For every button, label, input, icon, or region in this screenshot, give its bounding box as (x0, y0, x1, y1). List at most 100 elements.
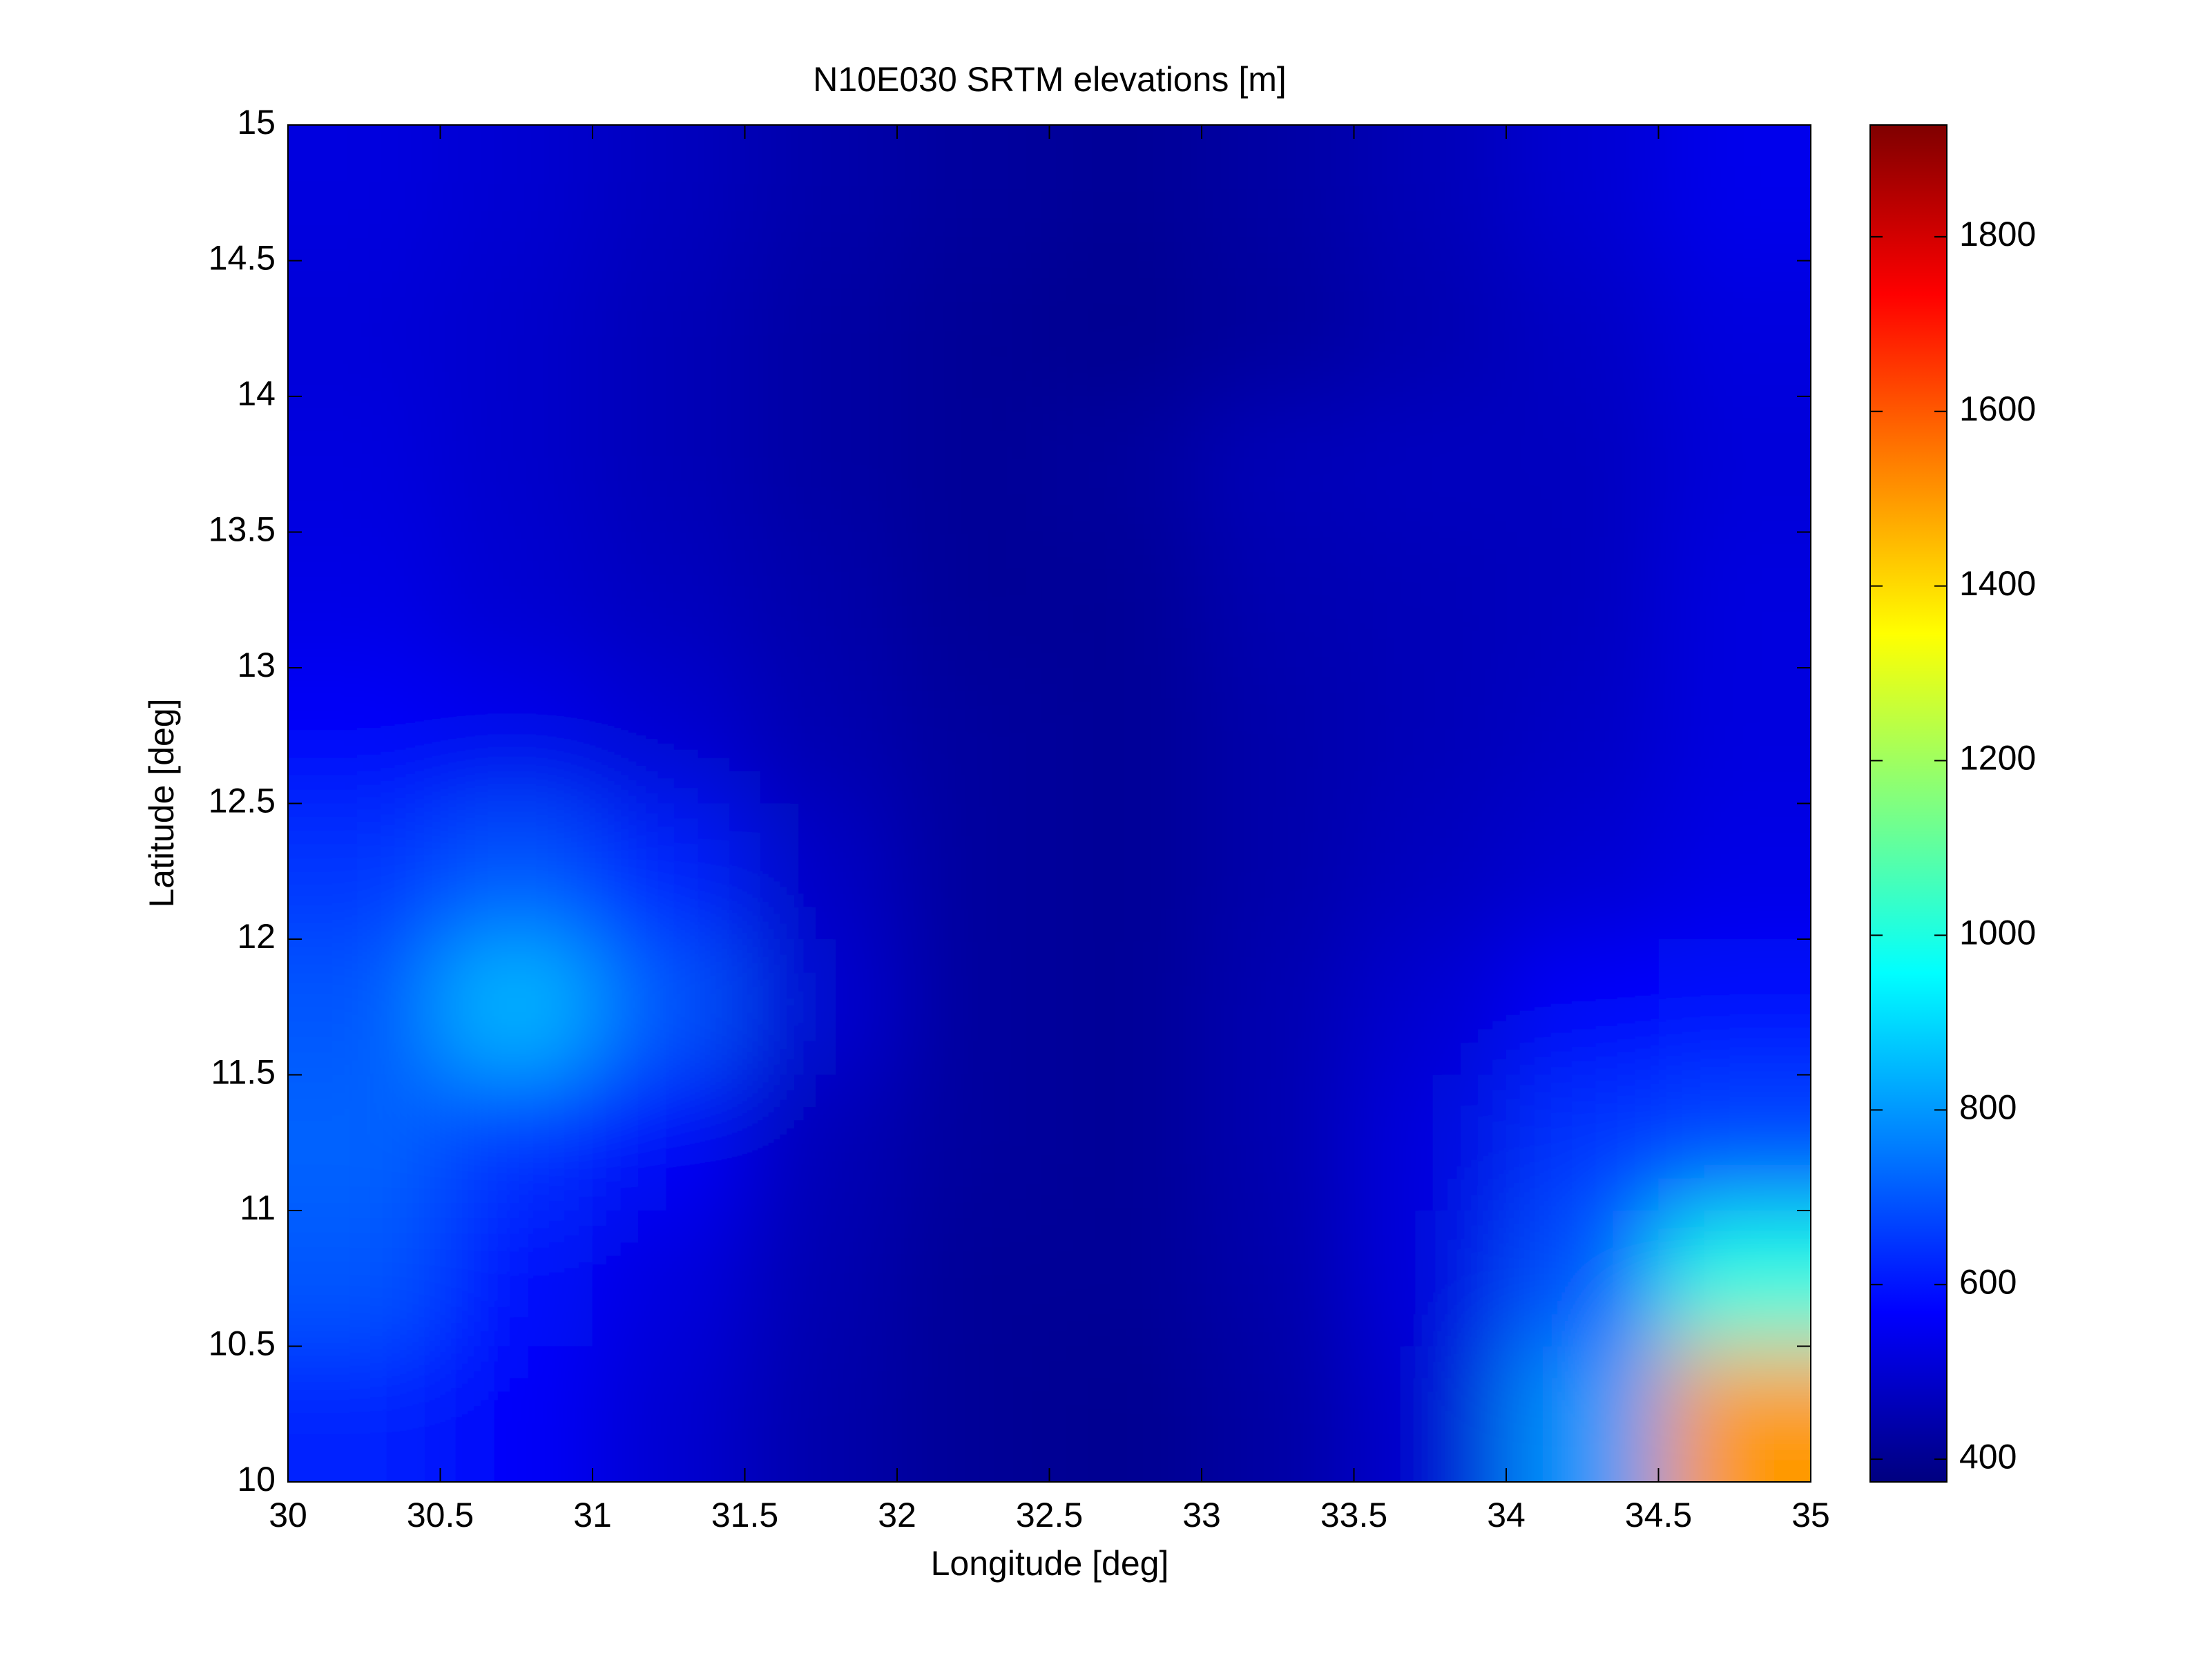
heatmap-cell (440, 803, 593, 940)
heatmap-cell (288, 260, 441, 397)
heatmap-cell (744, 260, 898, 397)
heatmap-cell (1049, 939, 1202, 1076)
colorbar-tick-label: 1600 (1959, 389, 2036, 428)
heatmap-cell (1202, 125, 1355, 262)
heatmap-cell (1658, 396, 1811, 533)
y-tick-label: 14 (237, 374, 276, 413)
heatmap-cell (1658, 939, 1811, 1076)
heatmap-cell (1506, 532, 1660, 668)
heatmap-cell (1049, 1211, 1202, 1347)
colorbar-tick-label: 1000 (1959, 914, 2036, 952)
heatmap-cell (1354, 260, 1507, 397)
heatmap-cell (1049, 803, 1202, 940)
heatmap-cell (744, 396, 898, 533)
heatmap-cell (593, 396, 746, 533)
heatmap-cell (1202, 668, 1355, 804)
heatmap-cell (1202, 396, 1355, 533)
heatmap-cell (897, 532, 1050, 668)
y-tick-label: 12 (237, 917, 276, 956)
heatmap-cell (288, 532, 441, 668)
heatmap-cell (744, 668, 898, 804)
heatmap-cell (440, 1074, 593, 1211)
heatmap-cell (440, 668, 593, 804)
heatmap-cell (593, 803, 746, 940)
y-tick-label: 13 (237, 646, 276, 684)
x-tick-label: 35 (1791, 1496, 1830, 1534)
y-tick-label: 11.5 (211, 1053, 276, 1092)
heatmap-cell (1049, 532, 1202, 668)
heatmap-cell (1202, 1211, 1355, 1347)
heatmap-cell (1049, 260, 1202, 397)
heatmap-cell (1506, 939, 1660, 1076)
heatmap-cell (897, 1346, 1050, 1482)
heatmap-cell (1202, 260, 1355, 397)
heatmap-cell (288, 1074, 441, 1211)
heatmap-cell (1506, 668, 1660, 804)
y-tick-label: 10 (237, 1460, 276, 1498)
heatmap-cell (897, 1074, 1050, 1211)
heatmap-cell (1049, 1074, 1202, 1211)
heatmap-cell (744, 532, 898, 668)
plot-area (288, 125, 1811, 1482)
x-tick-label: 33 (1182, 1496, 1221, 1534)
heatmap-cell (1658, 803, 1811, 940)
heatmap-cell (593, 1211, 746, 1347)
heatmap-cell (1354, 1346, 1507, 1482)
heatmap-cell (1506, 803, 1660, 940)
heatmap-cell (1506, 260, 1660, 397)
heatmap-cell (593, 668, 746, 804)
x-tick-label: 31.5 (711, 1496, 778, 1534)
heatmap-cell (593, 1346, 746, 1482)
heatmap-cell (1354, 125, 1507, 262)
heatmap-cell (1202, 532, 1355, 668)
heatmap-cell (1354, 1211, 1507, 1347)
heatmap-cell (288, 939, 441, 1076)
heatmap-cell (440, 1346, 593, 1482)
colorbar-tick-label: 800 (1959, 1088, 2017, 1127)
heatmap-cell (897, 939, 1050, 1076)
colorbar (1869, 124, 1947, 1483)
heatmap-cell (288, 1346, 441, 1482)
heatmap-cell (440, 532, 593, 668)
heatmap-cell (440, 939, 593, 1076)
chart-title: N10E030 SRTM elevations [m] (813, 60, 1287, 99)
heatmap-cell (288, 396, 441, 533)
x-tick-label: 33.5 (1320, 1496, 1387, 1534)
x-tick-label: 32.5 (1016, 1496, 1083, 1534)
y-tick-label: 13.5 (209, 510, 276, 549)
x-tick-label: 34 (1487, 1496, 1526, 1534)
y-axis-label: Latitude [deg] (142, 698, 181, 907)
x-tick-label: 32 (878, 1496, 916, 1534)
heatmap-cell (288, 803, 441, 940)
heatmap-cell (288, 1211, 441, 1347)
colorbar-tick-label: 400 (1959, 1437, 2017, 1476)
heatmap-cell (440, 396, 593, 533)
x-tick-label: 30 (269, 1496, 307, 1534)
heatmap-cell (744, 1074, 898, 1211)
heatmap-cell (440, 125, 593, 262)
heatmap-cell (897, 803, 1050, 940)
heatmap-cell (1506, 125, 1660, 262)
colorbar-tick-label: 1200 (1959, 739, 2036, 778)
heatmap-cell (1506, 1346, 1660, 1482)
heatmap-cell (1354, 396, 1507, 533)
heatmap-cell (440, 1211, 593, 1347)
heatmap-cell (1354, 668, 1507, 804)
heatmap-cell (897, 396, 1050, 533)
y-tick-label: 12.5 (209, 782, 276, 820)
heatmap-cell (1354, 939, 1507, 1076)
heatmap-cell (1202, 1346, 1355, 1482)
x-axis-label: Longitude [deg] (931, 1544, 1169, 1583)
heatmap-cell (897, 668, 1050, 804)
y-tick-label: 10.5 (209, 1324, 276, 1363)
heatmap-cell (593, 939, 746, 1076)
heatmap-cell (593, 260, 746, 397)
heatmap-cell (744, 125, 898, 262)
heatmap-cell (897, 125, 1050, 262)
heatmap-cell (1506, 396, 1660, 533)
heatmap-cell (744, 803, 898, 940)
heatmap-cell (1354, 803, 1507, 940)
ticks: 30 30.5 31 31.5 32 32.5 33 33.5 34 34.5 35 10 10.5 11… (209, 103, 2037, 1534)
